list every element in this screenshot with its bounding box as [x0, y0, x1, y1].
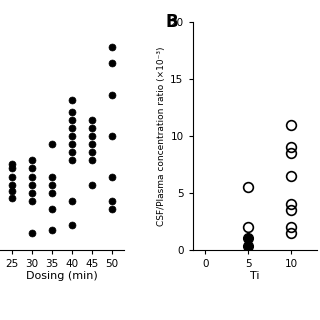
X-axis label: Ti: Ti	[250, 271, 260, 281]
X-axis label: Dosing (min): Dosing (min)	[26, 271, 98, 281]
Text: B: B	[165, 13, 178, 31]
Y-axis label: CSF/Plasma concentration ratio (×10⁻³): CSF/Plasma concentration ratio (×10⁻³)	[157, 46, 166, 226]
